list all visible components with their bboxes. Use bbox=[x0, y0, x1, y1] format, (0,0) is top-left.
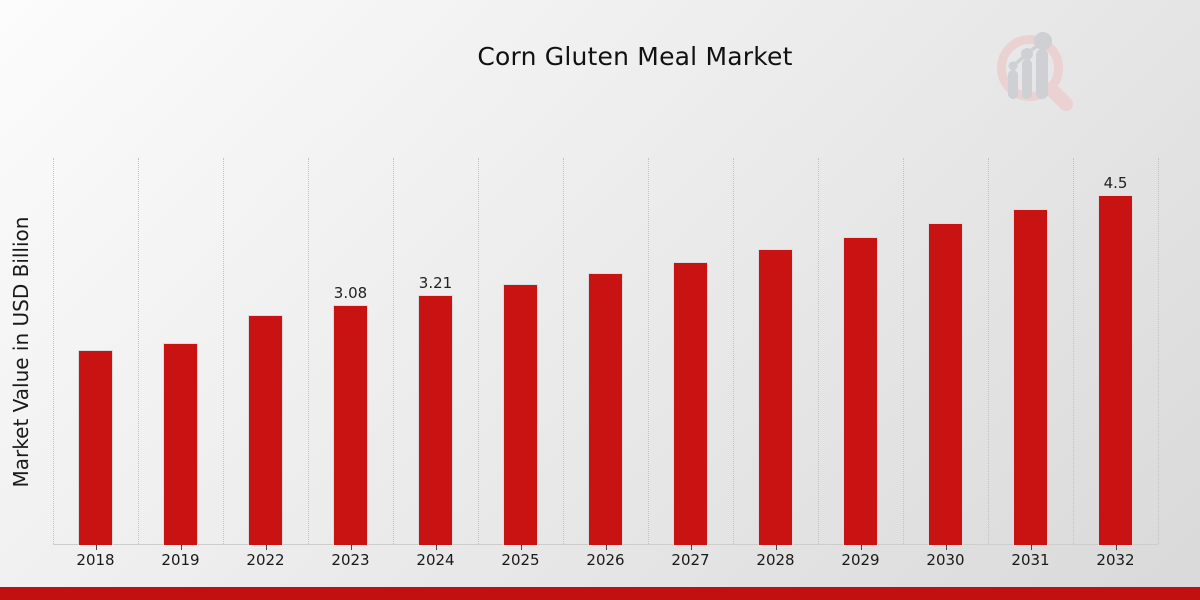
bar bbox=[503, 284, 538, 545]
x-tick bbox=[606, 545, 607, 550]
gridline bbox=[308, 158, 309, 544]
gridline bbox=[1073, 158, 1074, 544]
magnifier-handle-icon bbox=[1044, 82, 1073, 111]
logo-trend-dot-large-icon bbox=[1034, 32, 1052, 50]
x-tick-label: 2023 bbox=[331, 551, 370, 569]
x-tick-label: 2022 bbox=[246, 551, 285, 569]
gridline bbox=[733, 158, 734, 544]
logo-bar-medium-icon bbox=[1022, 59, 1032, 99]
magnifier-bar-chart-logo bbox=[997, 32, 1073, 111]
x-tick bbox=[181, 545, 182, 550]
bar-value-label: 3.21 bbox=[418, 274, 453, 292]
x-tick-label: 2028 bbox=[756, 551, 795, 569]
x-tick-label: 2031 bbox=[1011, 551, 1050, 569]
x-tick bbox=[861, 545, 862, 550]
y-axis-label: Market Value in USD Billion bbox=[9, 216, 33, 488]
logo-trend-dot-small-icon bbox=[1008, 61, 1018, 71]
gridline bbox=[138, 158, 139, 544]
bar bbox=[248, 315, 283, 545]
x-tick bbox=[691, 545, 692, 550]
logo-bar-short-icon bbox=[1008, 70, 1018, 99]
x-tick-label: 2019 bbox=[161, 551, 200, 569]
bar bbox=[588, 273, 623, 545]
bar bbox=[418, 295, 453, 545]
x-tick-label: 2030 bbox=[926, 551, 965, 569]
x-tick bbox=[96, 545, 97, 550]
gridline bbox=[393, 158, 394, 544]
bar-value-label: 4.5 bbox=[1103, 174, 1128, 192]
x-tick-label: 2018 bbox=[76, 551, 115, 569]
bar bbox=[843, 237, 878, 545]
bar bbox=[78, 350, 113, 545]
x-tick bbox=[946, 545, 947, 550]
bar bbox=[163, 343, 198, 545]
gridline bbox=[563, 158, 564, 544]
gridline bbox=[53, 158, 54, 544]
x-tick bbox=[1116, 545, 1117, 550]
bar bbox=[1098, 195, 1133, 545]
bar bbox=[928, 223, 963, 545]
gridline bbox=[1158, 158, 1159, 544]
x-tick bbox=[1031, 545, 1032, 550]
x-tick-label: 2029 bbox=[841, 551, 880, 569]
x-axis: 2018 2019 2022 2023 2024 2025 2026 2027 2028 2029… bbox=[53, 551, 1158, 571]
x-tick bbox=[776, 545, 777, 550]
bar bbox=[673, 262, 708, 545]
x-tick-label: 2024 bbox=[416, 551, 455, 569]
bar bbox=[758, 249, 793, 545]
logo-trend-dot-medium-icon bbox=[1021, 48, 1033, 60]
x-tick bbox=[436, 545, 437, 550]
x-tick-label: 2026 bbox=[586, 551, 625, 569]
gridline bbox=[988, 158, 989, 544]
gridline bbox=[478, 158, 479, 544]
bar-value-label: 3.08 bbox=[333, 284, 368, 302]
x-tick bbox=[266, 545, 267, 550]
chart-title: Corn Gluten Meal Market bbox=[477, 42, 793, 71]
bar bbox=[333, 305, 368, 545]
footer-accent-strip bbox=[0, 587, 1200, 600]
gridline bbox=[818, 158, 819, 544]
x-tick bbox=[351, 545, 352, 550]
x-tick bbox=[521, 545, 522, 550]
gridline bbox=[223, 158, 224, 544]
gridline bbox=[648, 158, 649, 544]
x-tick-label: 2027 bbox=[671, 551, 710, 569]
logo-bar-tall-icon bbox=[1036, 49, 1048, 99]
plot-area: 3.08 3.21 4.5 bbox=[53, 158, 1159, 550]
x-tick-label: 2025 bbox=[501, 551, 540, 569]
bar bbox=[1013, 209, 1048, 545]
gridline bbox=[903, 158, 904, 544]
x-tick-label: 2032 bbox=[1096, 551, 1135, 569]
